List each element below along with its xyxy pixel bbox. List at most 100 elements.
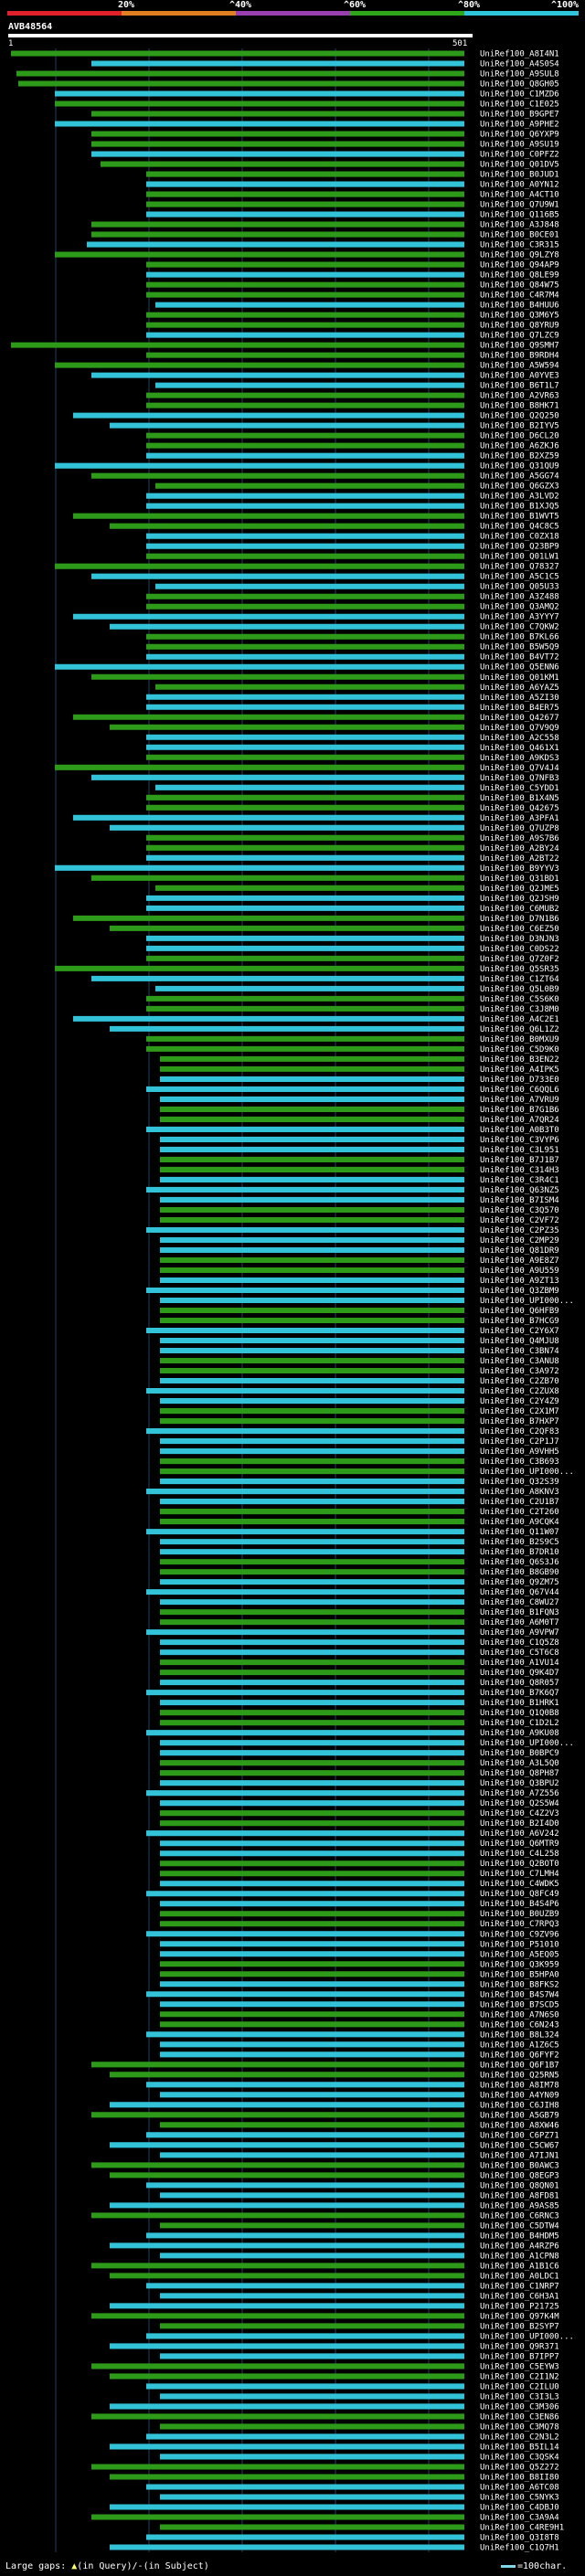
hit-label[interactable]: UniRef100_Q6MTR9 [480,1839,559,1849]
hit-label[interactable]: UniRef100_Q6FYF2 [480,2051,559,2060]
hit-label[interactable]: UniRef100_C3EN86 [480,2412,559,2422]
hit-label[interactable]: UniRef100_C6JIH8 [480,2101,559,2110]
hit-label[interactable]: UniRef100_Q8PH87 [480,1769,559,1778]
hit-label[interactable]: UniRef100_C4Z2V3 [480,1809,559,1818]
hit-label[interactable]: UniRef100_P51010 [480,1940,559,1949]
hit-label[interactable]: UniRef100_Q6YXP9 [480,131,559,140]
hit-label[interactable]: UniRef100_Q78327 [480,563,559,572]
hit-label[interactable]: UniRef100_A8XW46 [480,2121,559,2130]
hit-label[interactable]: UniRef100_D733E0 [480,1076,559,1085]
hit-label[interactable]: UniRef100_B5W5Q9 [480,643,559,652]
hit-label[interactable]: UniRef100_D3NJN3 [480,935,559,944]
hit-label[interactable]: UniRef100_C4R7M4 [480,292,559,301]
hit-label[interactable]: UniRef100_C3L951 [480,1146,559,1155]
hit-label[interactable]: UniRef100_A8KNV3 [480,1488,559,1497]
hit-label[interactable]: UniRef100_A9AS85 [480,2201,559,2210]
hit-label[interactable]: UniRef100_B8FKS2 [480,1980,559,1989]
hit-label[interactable]: UniRef100_Q5L0B9 [480,985,559,994]
hit-label[interactable]: UniRef100_Q4C8C5 [480,523,559,532]
hit-label[interactable]: UniRef100_B6T1L7 [480,382,559,391]
hit-label[interactable]: UniRef100_Q3ZBM9 [480,1287,559,1296]
hit-label[interactable]: UniRef100_C7RPQ3 [480,1920,559,1929]
hit-label[interactable]: UniRef100_A9SU19 [480,141,559,150]
hit-label[interactable]: UniRef100_Q9LZY8 [480,251,559,260]
hit-label[interactable]: UniRef100_B4VT72 [480,653,559,663]
hit-label[interactable]: UniRef100_A4C2E1 [480,1015,559,1024]
hit-label[interactable]: UniRef100_Q2JME5 [480,885,559,894]
hit-label[interactable]: UniRef100_C3A9A4 [480,2513,559,2522]
hit-label[interactable]: UniRef100_Q9ZM75 [480,1578,559,1587]
hit-label[interactable]: UniRef100_C5D9K0 [480,1045,559,1055]
hit-label[interactable]: UniRef100_C5YDD1 [480,784,559,793]
hit-label[interactable]: UniRef100_D6CL20 [480,432,559,441]
hit-label[interactable]: UniRef100_Q01KM1 [480,673,559,683]
hit-label[interactable]: UniRef100_B4HDM5 [480,2231,559,2241]
hit-label[interactable]: UniRef100_C1E025 [480,101,559,110]
hit-label[interactable]: UniRef100_C2T260 [480,1508,559,1517]
hit-label[interactable]: UniRef100_Q6S3J6 [480,1558,559,1567]
hit-label[interactable]: UniRef100_C2U1B7 [480,1498,559,1507]
hit-label[interactable]: UniRef100_A1Z6C5 [480,2041,559,2050]
hit-label[interactable]: UniRef100_Q8GH05 [480,80,559,90]
hit-label[interactable]: UniRef100_Q9K4D7 [480,1669,559,1678]
hit-label[interactable]: UniRef100_A9KDS3 [480,754,559,763]
hit-label[interactable]: UniRef100_Q9SMH7 [480,342,559,351]
hit-label[interactable]: UniRef100_B4S7W4 [480,1990,559,1999]
hit-label[interactable]: UniRef100_C6EZ50 [480,925,559,934]
hit-label[interactable]: UniRef100_B7HXP7 [480,1417,559,1426]
hit-label[interactable]: UniRef100_A7QR24 [480,1116,559,1125]
hit-label[interactable]: UniRef100_B7DR10 [480,1548,559,1557]
hit-label[interactable]: UniRef100_A4RZP6 [480,2242,559,2251]
hit-label[interactable]: UniRef100_A6V242 [480,1829,559,1839]
hit-label[interactable]: UniRef100_A3L5Q0 [480,1759,559,1768]
hit-label[interactable]: UniRef100_A9ZT13 [480,1277,559,1286]
hit-label[interactable]: UniRef100_C2ZUX8 [480,1387,559,1396]
hit-label[interactable]: UniRef100_B9RDH4 [480,352,559,361]
hit-label[interactable]: UniRef100_B0CE01 [480,231,559,240]
hit-label[interactable]: UniRef100_B8II80 [480,2473,559,2482]
hit-label[interactable]: UniRef100_A4CT10 [480,191,559,200]
hit-label[interactable]: UniRef100_A9U559 [480,1267,559,1276]
hit-label[interactable]: UniRef100_B4S4P6 [480,1900,559,1909]
hit-label[interactable]: UniRef100_UPI000... [480,1739,574,1748]
hit-label[interactable]: UniRef100_B2SYP7 [480,2322,559,2331]
hit-label[interactable]: UniRef100_C1D2L2 [480,1719,559,1728]
hit-label[interactable]: UniRef100_C3BN74 [480,1347,559,1356]
hit-label[interactable]: UniRef100_B4ER75 [480,704,559,713]
hit-label[interactable]: UniRef100_C2ILU0 [480,2382,559,2391]
hit-label[interactable]: UniRef100_B2S9C5 [480,1538,559,1547]
hit-label[interactable]: UniRef100_C2N3L2 [480,2433,559,2442]
hit-label[interactable]: UniRef100_Q6L1Z2 [480,1025,559,1034]
hit-label[interactable]: UniRef100_A8I4N1 [480,50,559,59]
hit-label[interactable]: UniRef100_A3YYY7 [480,613,559,622]
hit-label[interactable]: UniRef100_A7N6S0 [480,2010,559,2019]
hit-label[interactable]: UniRef100_A8FD81 [480,2191,559,2200]
hit-label[interactable]: UniRef100_B1WVT5 [480,513,559,522]
hit-label[interactable]: UniRef100_C0ZX18 [480,533,559,542]
hit-label[interactable]: UniRef100_Q01LW1 [480,553,559,562]
hit-label[interactable]: UniRef100_Q3K959 [480,1960,559,1969]
hit-label[interactable]: UniRef100_C4DBJ0 [480,2503,559,2512]
hit-label[interactable]: UniRef100_Q7Z0F2 [480,955,559,964]
hit-label[interactable]: UniRef100_A9VPW7 [480,1628,559,1638]
hit-label[interactable]: UniRef100_C1ZT64 [480,975,559,984]
hit-label[interactable]: UniRef100_UPI000... [480,1468,574,1477]
hit-label[interactable]: UniRef100_Q5SR35 [480,965,559,974]
hit-label[interactable]: UniRef100_Q8R057 [480,1679,559,1688]
hit-label[interactable]: UniRef100_Q5ENN6 [480,663,559,673]
hit-label[interactable]: UniRef100_Q67V44 [480,1588,559,1597]
hit-label[interactable]: UniRef100_A6M0T7 [480,1618,559,1627]
hit-label[interactable]: UniRef100_Q97K4M [480,2312,559,2321]
hit-label[interactable]: UniRef100_B8GB90 [480,1568,559,1577]
hit-label[interactable]: UniRef100_A1CPN8 [480,2252,559,2261]
hit-label[interactable]: UniRef100_C7QKW2 [480,623,559,632]
hit-label[interactable]: UniRef100_C2Y6X7 [480,1327,559,1336]
hit-label[interactable]: UniRef100_A0B3T0 [480,1126,559,1135]
hit-label[interactable]: UniRef100_A0YVE3 [480,372,559,381]
hit-label[interactable]: UniRef100_Q23BP9 [480,543,559,552]
hit-label[interactable]: UniRef100_B2XZ59 [480,452,559,461]
hit-label[interactable]: UniRef100_Q8FC49 [480,1890,559,1899]
hit-label[interactable]: UniRef100_C2VF72 [480,1216,559,1225]
hit-label[interactable]: UniRef100_C8WU27 [480,1598,559,1607]
hit-label[interactable]: UniRef100_A8IM78 [480,2081,559,2090]
